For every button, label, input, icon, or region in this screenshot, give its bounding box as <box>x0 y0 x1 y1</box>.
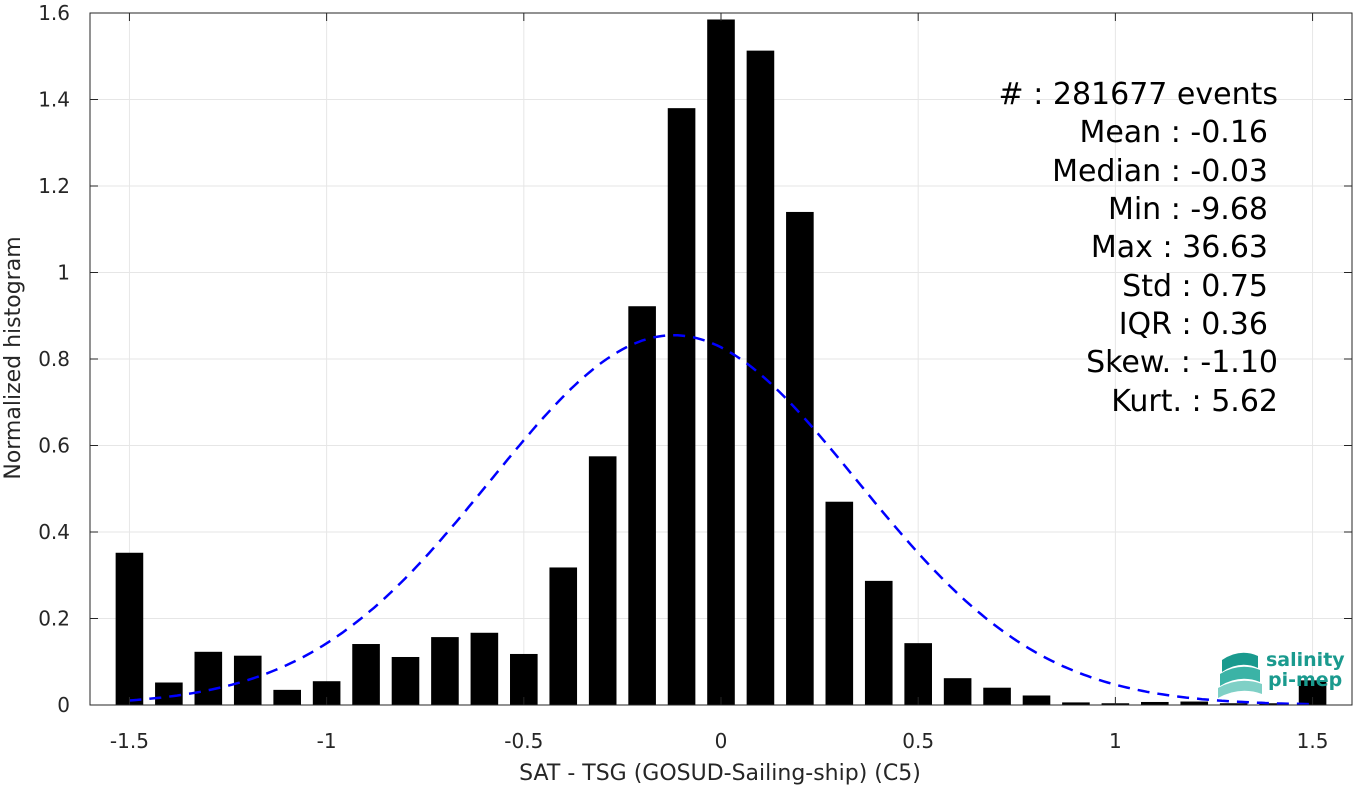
bar-9 <box>470 632 499 705</box>
bar-1 <box>155 682 183 705</box>
x-tick-label-2: -0.5 <box>504 729 543 753</box>
bar-21 <box>943 678 972 705</box>
x-tick-label-3: 0 <box>715 729 728 753</box>
x-tick-label-4: 0.5 <box>902 729 934 753</box>
bar-14 <box>667 108 696 705</box>
y-tick-label-1: 0.2 <box>38 607 70 631</box>
bar-22 <box>983 687 1011 705</box>
bar-28 <box>1219 703 1248 705</box>
axis-ticks <box>90 12 1352 706</box>
bar-2 <box>194 651 223 705</box>
bar-20 <box>904 643 932 705</box>
bar-18 <box>825 501 854 705</box>
bar-6 <box>352 644 380 705</box>
bar-29 <box>1259 703 1287 705</box>
y-tick-label-4: 0.8 <box>38 347 70 371</box>
x-tick-label-6: 1.5 <box>1297 729 1329 753</box>
x-tick-label-0: -1.5 <box>110 729 149 753</box>
bar-17 <box>786 211 814 705</box>
y-tick-label-6: 1.2 <box>38 174 70 198</box>
y-tick-label-2: 0.4 <box>38 520 70 544</box>
bar-12 <box>588 456 617 705</box>
bar-26 <box>1141 701 1169 705</box>
bar-10 <box>510 653 538 705</box>
x-tick-label-5: 1 <box>1109 729 1122 753</box>
logo-waves-icon <box>1218 652 1262 698</box>
logo-line1: salinity <box>1266 649 1345 671</box>
bar-7 <box>391 656 420 705</box>
bar-16 <box>746 50 775 705</box>
bar-15 <box>707 19 735 706</box>
y-tick-label-5: 1 <box>57 261 70 285</box>
logo-line2: pi-mep <box>1268 669 1342 691</box>
bar-23 <box>1022 695 1051 705</box>
stat-median: Median : -0.03 <box>1052 154 1268 189</box>
bar-11 <box>549 567 578 705</box>
bar-4 <box>273 689 301 705</box>
y-tick-label-8: 1.6 <box>38 1 70 25</box>
bar-8 <box>431 637 459 705</box>
stat-mean: Mean : -0.16 <box>1079 115 1268 150</box>
bar-24 <box>1062 702 1090 705</box>
bar-5 <box>312 681 341 705</box>
stat-iqr: IQR : 0.36 <box>1119 307 1268 342</box>
bar-0 <box>115 552 144 705</box>
y-tick-label-0: 0 <box>57 693 70 717</box>
y-tick-labels: 0 0.2 0.4 0.6 0.8 1 1.2 1.4 1.6 <box>38 1 70 717</box>
bar-13 <box>628 306 656 705</box>
bar-19 <box>864 580 893 705</box>
histogram-bars <box>115 19 1327 706</box>
y-tick-label-3: 0.6 <box>38 434 70 458</box>
stat-std: Std : 0.75 <box>1122 269 1268 304</box>
bar-27 <box>1180 701 1209 705</box>
y-tick-label-7: 1.4 <box>38 88 70 112</box>
stat-skew: Skew. : -1.10 <box>1086 345 1278 380</box>
stats-annotation: # : 281677 events Mean : -0.16 Median : … <box>999 77 1278 419</box>
x-tick-labels: -1.5 -1 -0.5 0 0.5 1 1.5 <box>110 729 1329 753</box>
y-axis-label: Normalized histogram <box>1 236 26 479</box>
stat-min: Min : -9.68 <box>1108 192 1268 227</box>
x-axis-label: SAT - TSG (GOSUD-Sailing-ship) (C5) <box>519 761 921 786</box>
gaussian-fit-curve <box>129 333 1313 706</box>
stat-events: # : 281677 events <box>999 77 1278 112</box>
stat-max: Max : 36.63 <box>1091 230 1268 265</box>
salinity-pimep-logo: salinity pi-mep <box>1218 649 1345 698</box>
x-tick-label-1: -1 <box>317 729 337 753</box>
stat-kurt: Kurt. : 5.62 <box>1111 384 1278 419</box>
